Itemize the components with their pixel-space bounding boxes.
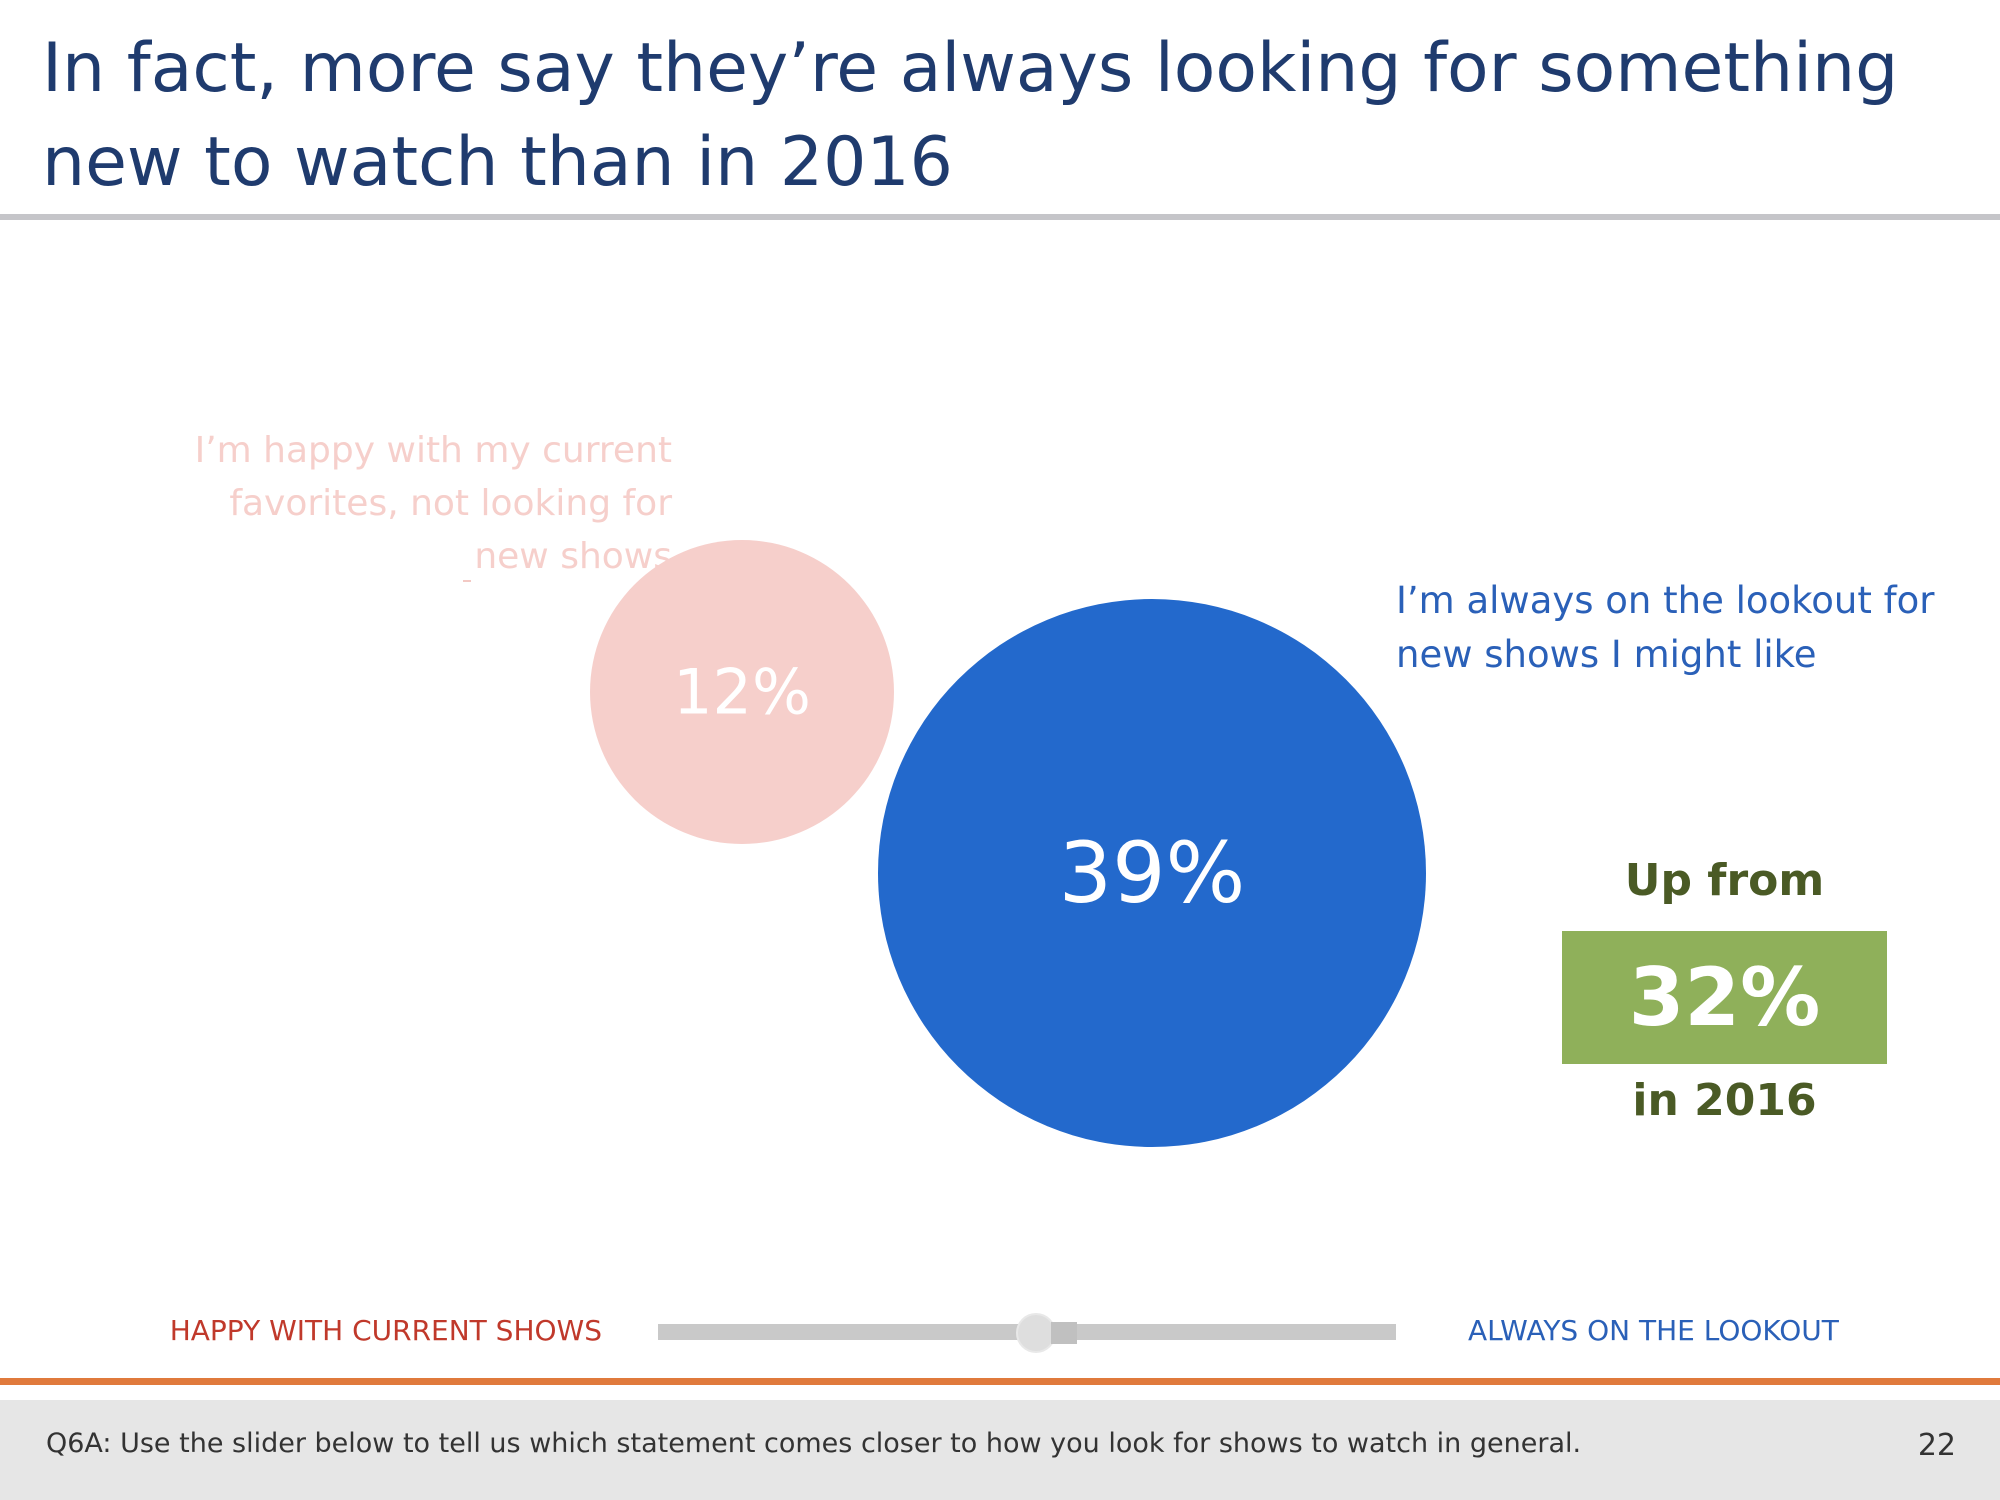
slider-handle-marker [1051,1322,1078,1344]
slider-right-label: ALWAYS ON THE LOOKOUT [1468,1314,1839,1347]
footer-question: Q6A: Use the slider below to tell us whi… [46,1428,1582,1459]
footer-bar: Q6A: Use the slider below to tell us whi… [0,1400,2000,1500]
bubble-lookout-value: 39% [1058,824,1246,922]
title-divider [0,214,2000,220]
page-number: 22 [1917,1428,1956,1463]
bubble-lookout [878,599,1426,1147]
slider-left-label: HAPPY WITH CURRENT SHOWS [169,1314,602,1347]
bubble-happy-value: 12% [673,655,811,729]
slide-title: In fact, more say they’re always looking… [42,29,1899,202]
comparison-value: 32% [1628,951,1821,1044]
happy-label-dash [463,580,471,582]
lookout-statement-label: I’m always on the lookout for new shows … [1396,579,1935,676]
comparison-box: 32% [1562,931,1887,1064]
comparison-prefix: Up from [1624,855,1825,906]
bubble-happy [590,540,894,844]
comparison-suffix: in 2016 [1632,1075,1817,1126]
happy-statement-label: I’m happy with my current favorites, not… [194,430,672,577]
footer-accent-rule [0,1378,2000,1385]
